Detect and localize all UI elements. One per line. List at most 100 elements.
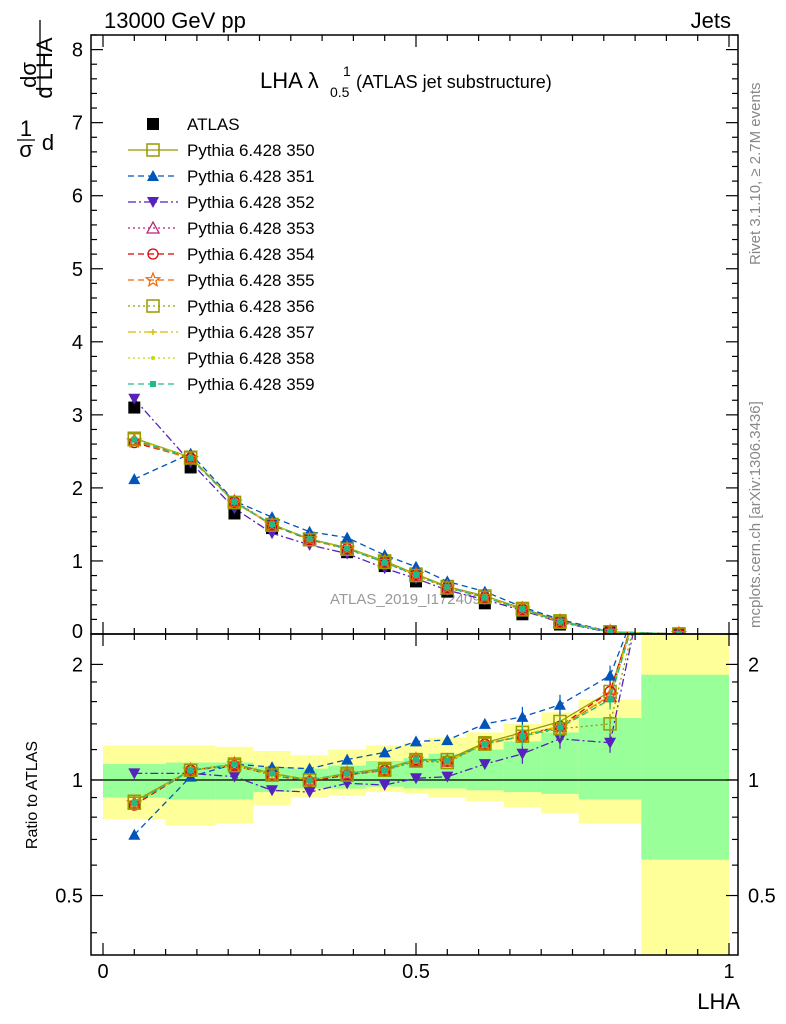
data-point-s10-11 <box>556 618 563 625</box>
ratio-ylabel: Ratio to ATLAS <box>24 741 41 849</box>
ratio-point-s9-7 <box>413 756 419 763</box>
ratio-point-s2-10 <box>516 748 529 760</box>
ratio-point-s6-5 <box>340 768 354 782</box>
x-tick-label: 0.5 <box>402 961 430 983</box>
legend-marker-0 <box>147 118 159 130</box>
main-y-tick-label: 0 <box>72 621 83 643</box>
plot-title: LHA λ 1 0.5 (ATLAS jet substructure) <box>260 63 552 100</box>
legend-label-3: Pythia 6.428 352 <box>187 193 315 212</box>
legend-marker-1 <box>146 143 160 157</box>
title-main: LHA λ <box>260 68 319 93</box>
ratio-point-s6-0 <box>127 796 142 810</box>
ylabel-num1: 1 <box>20 116 32 141</box>
data-point-s5-6 <box>379 556 391 569</box>
ratio-point-s1-9 <box>478 717 491 729</box>
main-y-tick-label: 1 <box>72 551 83 573</box>
ratio-point-s6-9 <box>478 737 492 751</box>
data-point-s6-11 <box>551 612 569 629</box>
ratio-point-s2-9 <box>478 759 491 771</box>
ratio-point-s6-7 <box>409 754 423 768</box>
ratio-point-s4-2 <box>228 759 241 772</box>
data-point-s10-12 <box>607 628 614 634</box>
ratio-point-s5-7 <box>407 750 425 767</box>
data-point-s7-11 <box>553 615 567 630</box>
data-point-s10-6 <box>381 559 388 566</box>
main-ylabel: 1 σ d dσ d LHA <box>16 20 57 162</box>
data-point-s5-9 <box>479 591 491 604</box>
ratio-point-s4-0 <box>128 799 140 811</box>
main-y-tick-label: 8 <box>72 40 83 62</box>
data-point-s6-13 <box>670 625 688 634</box>
ratio-point-s5-0 <box>125 794 143 811</box>
data-point-s10-4 <box>306 536 313 543</box>
legend-label-6: Pythia 6.428 355 <box>187 271 315 290</box>
legend-label-2: Pythia 6.428 351 <box>187 167 315 186</box>
ratio-point-s9-11 <box>556 724 563 731</box>
ratio-point-s6-4 <box>302 773 317 787</box>
ratio-series-markers <box>125 665 619 840</box>
data-point-s10-8 <box>444 584 451 591</box>
legend-label-10: Pythia 6.428 359 <box>187 375 315 394</box>
main-series-markers <box>126 393 688 634</box>
data-point-s6-1 <box>182 450 199 466</box>
data-point-s7-6 <box>377 555 392 570</box>
x-axis-label: LHA <box>697 989 740 1014</box>
legend-entry-10: Pythia 6.428 359 <box>128 375 315 394</box>
data-point-s5-3 <box>266 519 278 531</box>
ratio-point-s9-8 <box>444 758 451 765</box>
legend-label-8: Pythia 6.428 357 <box>187 323 315 342</box>
main-y-tick-label: 7 <box>72 113 83 135</box>
ratio-point-s1-8 <box>441 734 454 746</box>
legend-entry-2: Pythia 6.428 351 <box>128 167 315 186</box>
legend-entry-7: Pythia 6.428 356 <box>128 297 315 316</box>
ratio-point-s6-12 <box>603 717 617 731</box>
ratio-point-s5-1 <box>182 761 199 778</box>
ratio-point-s6-1 <box>183 763 198 778</box>
rivet-label: Rivet 3.1.10, ≥ 2.7M events <box>747 83 764 266</box>
data-point-s2-5 <box>341 531 354 543</box>
data-point-s7-5 <box>340 542 354 557</box>
legend-label-4: Pythia 6.428 353 <box>187 219 315 238</box>
ratio-y-tick-label-right: 0.5 <box>748 886 776 908</box>
x-tick-label: 1 <box>723 961 734 983</box>
data-point-s3-0 <box>128 393 141 405</box>
legend-marker-6 <box>144 271 162 288</box>
ratio-y-tick-label-left: 0.5 <box>55 886 83 908</box>
data-point-s10-2 <box>231 498 238 505</box>
data-point-s7-3 <box>265 518 279 532</box>
legend-marker-5 <box>147 248 159 260</box>
main-y-tick-label: 3 <box>72 405 83 427</box>
ratio-point-s1-7 <box>410 735 422 747</box>
ratio-y-tick-label-left: 2 <box>72 654 83 676</box>
ratio-point-s1-12 <box>604 669 617 681</box>
legend: ATLAS Pythia 6.428 350 Pythia 6.428 351 Pyt… <box>128 115 315 394</box>
header-right: Jets <box>691 8 731 33</box>
ratio-point-s2-8 <box>441 771 454 783</box>
ratio-point-s2-7 <box>410 773 422 785</box>
legend-entry-9: Pythia 6.428 358 <box>128 349 315 368</box>
ratio-point-s2-2 <box>228 771 241 783</box>
ylabel-d: d <box>42 130 54 155</box>
data-point-s7-2 <box>227 495 242 510</box>
data-point-s5-4 <box>303 534 316 546</box>
legend-marker-2 <box>147 170 159 181</box>
data-point-s10-0 <box>131 436 138 443</box>
data-point-s10-10 <box>519 606 526 613</box>
legend-entry-6: Pythia 6.428 355 <box>128 271 315 290</box>
ratio-point-s9-2 <box>231 761 238 768</box>
ratio-point-s5-8 <box>439 752 456 769</box>
main-y-tick-label: 2 <box>72 478 83 500</box>
axis-ticks: 0 1 2 3 4 5 6 7 8 0 0.5 1 0.5 0.5 1 1 2 2 <box>55 34 776 983</box>
data-point-s7-13 <box>672 627 686 634</box>
ylabel-den1: σ <box>19 137 33 162</box>
ratio-point-s1-11 <box>553 698 566 710</box>
data-point-s10-1 <box>187 454 194 461</box>
ratio-point-s6-2 <box>227 758 242 773</box>
data-point-s10-7 <box>413 571 419 578</box>
ratio-y-tick-label-right: 2 <box>748 654 759 676</box>
ratio-y-tick-label-right: 1 <box>748 770 759 792</box>
data-point-s0-0 <box>128 401 141 414</box>
ratio-point-s5-6 <box>376 761 393 778</box>
ratio-point-s9-3 <box>269 770 276 777</box>
ratio-point-s9-9 <box>481 741 488 748</box>
